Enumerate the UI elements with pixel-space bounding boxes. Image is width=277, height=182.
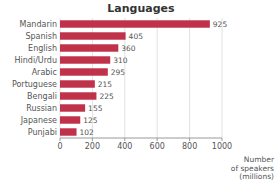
bar: [60, 92, 96, 99]
chart: Languages 0 200 400 600 800 1000 Mandarin Spanis…: [0, 0, 277, 182]
bar: [60, 20, 210, 27]
grid-line: [222, 18, 223, 138]
bar: [60, 116, 80, 123]
bar: [60, 32, 126, 39]
category-label: English: [28, 44, 57, 53]
data-label: 360: [121, 44, 136, 53]
category-label: Russian: [26, 104, 57, 113]
data-label: 125: [83, 116, 98, 125]
tick-label: 800: [182, 142, 197, 151]
data-label: 925: [213, 20, 228, 29]
category-label: Mandarin: [20, 20, 57, 29]
bars: [60, 20, 210, 135]
tick-label: 200: [85, 142, 100, 151]
data-label: 405: [129, 32, 144, 41]
data-label: 102: [80, 128, 95, 137]
bar: [60, 68, 108, 75]
category-label: Spanish: [25, 32, 57, 41]
category-label: Arabic: [32, 68, 57, 77]
title: Languages: [107, 2, 175, 15]
bar: [60, 128, 77, 135]
data-label: 225: [99, 92, 114, 101]
tick-label: 400: [117, 142, 132, 151]
category-label: Bengali: [27, 92, 57, 101]
tick-label: 600: [150, 142, 165, 151]
category-label: Hindi/Urdu: [15, 56, 57, 65]
data-label: 310: [113, 56, 128, 65]
grid: [60, 18, 222, 138]
bar: [60, 104, 85, 111]
category-label: Japanese: [20, 116, 57, 125]
bar: [60, 80, 95, 87]
category-label: Portuguese: [12, 80, 57, 89]
tick-label: 1000: [212, 142, 232, 151]
x-axis: [60, 138, 222, 139]
x-axis-label: Numberof speakers(millions): [231, 155, 275, 181]
bar: [60, 44, 118, 51]
grid-line: [189, 18, 190, 138]
data-label: 215: [98, 80, 113, 89]
category-label: Punjabi: [28, 128, 57, 137]
grid-line: [157, 18, 158, 138]
bar: [60, 56, 110, 63]
data-label: 155: [88, 104, 103, 113]
tick-label: 0: [57, 142, 62, 151]
data-label: 295: [111, 68, 126, 77]
